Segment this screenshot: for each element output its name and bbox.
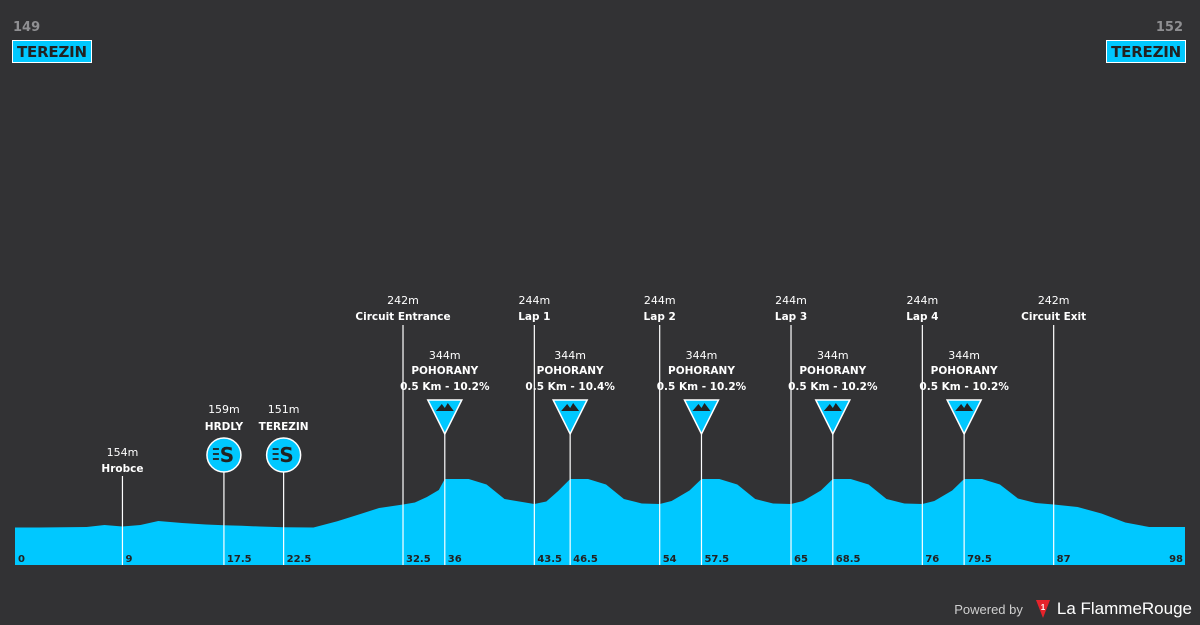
km-tick-label: 79.5 — [967, 554, 992, 565]
marker-name: Lap 2 — [644, 311, 676, 323]
marker-altitude: 242m — [1038, 294, 1070, 307]
marker-altitude: 244m — [775, 294, 807, 307]
marker-name: Lap 4 — [906, 311, 938, 323]
climb-detail: 0.5 Km - 10.2% — [657, 381, 747, 393]
marker-name: Lap 1 — [518, 311, 550, 323]
mountain-glyph — [435, 403, 454, 411]
km-tick-label: 36 — [448, 554, 462, 565]
sprint-icon-circle — [265, 437, 302, 473]
mountain-glyph — [561, 403, 580, 411]
km-tick-label: 54 — [663, 554, 677, 565]
climb-icon-shape — [945, 399, 983, 436]
mountain-glyph — [955, 403, 974, 411]
marker-altitude: 159m — [208, 403, 240, 416]
climb-detail: 0.5 Km - 10.2% — [788, 381, 878, 393]
climb-icon-shape — [683, 399, 720, 436]
profile-marker: 43.5 244m Lap 1 — [518, 294, 562, 565]
climb-icon — [945, 399, 983, 436]
marker-altitude: 344m — [948, 349, 980, 362]
marker-altitude: 244m — [906, 294, 938, 307]
marker-altitude: 242m — [387, 294, 419, 307]
start-altitude: 149 — [13, 20, 41, 35]
profile-marker: 46.5 344m POHORANY 0.5 Km - 10.4% — [525, 349, 615, 565]
profile-marker: 87 242m Circuit Exit — [1021, 294, 1086, 565]
profile-marker: 22.5 151m TEREZIN S — [259, 403, 312, 565]
marker-altitude: 244m — [518, 294, 550, 307]
sprint-icon-letter: S — [279, 443, 293, 467]
profile-marker: 98 — [1169, 554, 1183, 565]
sprint-icon-circle — [206, 437, 242, 473]
elevation-profile-area — [15, 479, 1185, 565]
sprint-icon: S — [265, 437, 302, 473]
climb-detail: 0.5 Km - 10.4% — [525, 381, 615, 393]
marker-name: POHORANY — [411, 365, 478, 377]
marker-name: POHORANY — [931, 365, 998, 377]
km-tick-label: 22.5 — [287, 554, 312, 565]
marker-altitude: 344m — [554, 349, 586, 362]
marker-altitude: 344m — [429, 349, 461, 362]
km-tick-label: 0 — [18, 554, 25, 565]
mountain-glyph — [823, 403, 842, 411]
climb-icon-shape — [551, 399, 589, 436]
marker-altitude: 344m — [686, 349, 718, 362]
marker-name: Circuit Entrance — [355, 311, 450, 323]
km-tick-label: 9 — [125, 554, 132, 565]
climb-icon-shape — [426, 399, 464, 436]
la-flamme-rouge-logo-icon: 1 — [1035, 600, 1050, 618]
climb-detail: 0.5 Km - 10.2% — [400, 381, 490, 393]
profile-marker: 57.5 344m POHORANY 0.5 Km - 10.2% — [657, 349, 747, 565]
profile-marker: 36 344m POHORANY 0.5 Km - 10.2% — [400, 349, 490, 565]
climb-icon — [426, 399, 464, 436]
km-tick-label: 43.5 — [537, 554, 562, 565]
profile-marker: 9 154m Hrobce — [101, 446, 143, 565]
km-tick-label: 32.5 — [406, 554, 431, 565]
profile-marker: 68.5 344m POHORANY 0.5 Km - 10.2% — [788, 349, 878, 565]
marker-name: POHORANY — [799, 365, 866, 377]
marker-altitude: 151m — [268, 403, 300, 416]
marker-altitude: 244m — [644, 294, 676, 307]
marker-name: Hrobce — [101, 463, 143, 475]
profile-marker: 76 244m Lap 4 — [906, 294, 939, 565]
start-place-badge: TEREZIN — [12, 40, 92, 63]
end-altitude: 152 — [1155, 20, 1183, 35]
profile-marker: 0 — [18, 554, 25, 565]
climb-detail: 0.5 Km - 10.2% — [919, 381, 1009, 393]
svg-text:1: 1 — [1041, 603, 1046, 612]
climb-icon-shape — [814, 399, 852, 436]
km-tick-label: 68.5 — [836, 554, 861, 565]
powered-by-footer: Powered by 1 La FlammeRouge — [954, 599, 1192, 619]
marker-name: Lap 3 — [775, 311, 807, 323]
sprint-icon-letter: S — [220, 443, 234, 467]
mountain-glyph — [692, 403, 711, 411]
km-tick-label: 87 — [1057, 554, 1071, 565]
marker-name: TEREZIN — [259, 421, 309, 433]
climb-icon — [683, 399, 720, 436]
marker-altitude: 344m — [817, 349, 849, 362]
finish-place-badge: TEREZIN — [1106, 40, 1186, 63]
marker-name: POHORANY — [537, 365, 604, 377]
powered-by-label: Powered by — [954, 601, 1023, 617]
marker-altitude: 154m — [107, 446, 139, 459]
km-tick-label: 65 — [794, 554, 808, 565]
profile-marker: 65 244m Lap 3 — [775, 294, 808, 565]
km-tick-label: 76 — [925, 554, 939, 565]
km-tick-label: 57.5 — [704, 554, 729, 565]
km-tick-label: 46.5 — [573, 554, 598, 565]
marker-name: POHORANY — [668, 365, 735, 377]
km-tick-label: 17.5 — [227, 554, 252, 565]
climb-icon — [814, 399, 852, 436]
profile-marker: 17.5 159m HRDLY S — [205, 403, 252, 565]
marker-name: Circuit Exit — [1021, 311, 1086, 323]
km-tick-label: 98 — [1169, 554, 1183, 565]
sprint-icon: S — [206, 437, 242, 473]
marker-name: HRDLY — [205, 421, 244, 433]
climb-icon — [551, 399, 589, 436]
profile-marker: 79.5 344m POHORANY 0.5 Km - 10.2% — [919, 349, 1009, 565]
profile-marker: 32.5 242m Circuit Entrance — [355, 294, 451, 565]
profile-marker: 54 244m Lap 2 — [644, 294, 677, 565]
brand-name: La FlammeRouge — [1056, 599, 1192, 618]
